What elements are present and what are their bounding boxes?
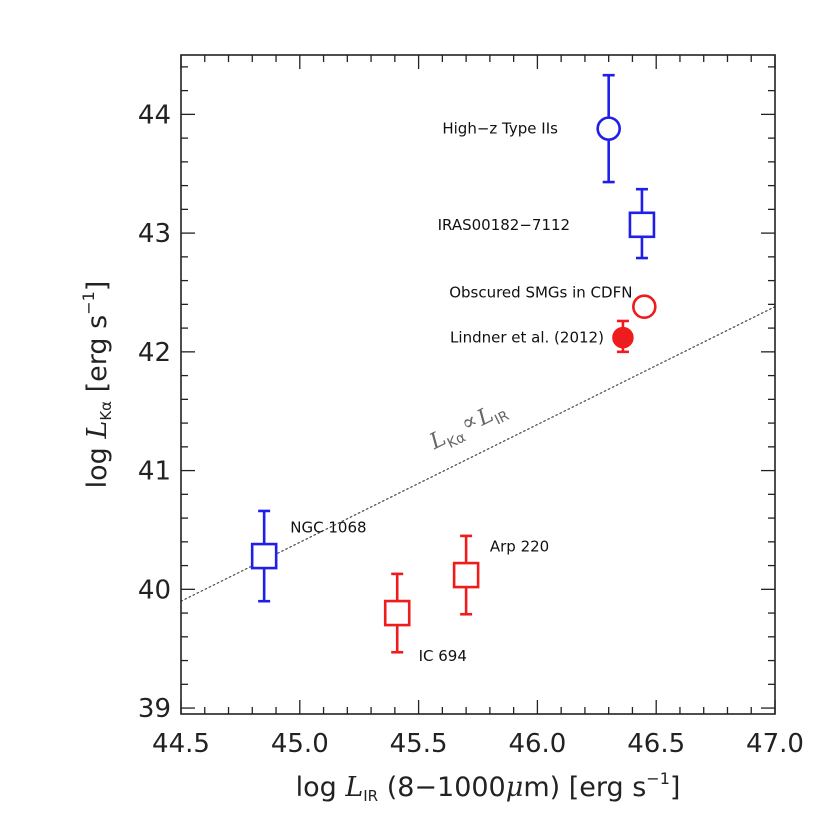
y-tick-label: 42 bbox=[138, 338, 171, 368]
trend-line-label: LKα∝LIR bbox=[424, 394, 512, 458]
tick-labels: 44.5 45.0 45.5 46.0 46.5 47.0 39 40 41 42 43 44 bbox=[138, 100, 804, 759]
point-label: IC 694 bbox=[419, 647, 467, 665]
marker-open-circle bbox=[632, 294, 657, 320]
x-tick-label: 45.0 bbox=[271, 729, 329, 759]
point-label: Lindner et al. (2012) bbox=[450, 329, 604, 347]
x-tick-label: 45.5 bbox=[390, 729, 448, 759]
point-obscured-smgs-in-cdfn: Obscured SMGs in CDFN bbox=[449, 283, 657, 320]
data-points: High−z Type IIs IRAS00182−7112 Obscured SM… bbox=[250, 73, 657, 665]
marker-open-circle bbox=[596, 116, 621, 141]
y-tick-label: 41 bbox=[138, 457, 171, 487]
x-tick-label: 46.5 bbox=[627, 729, 685, 759]
y-tick-label: 43 bbox=[138, 219, 171, 249]
x-tick-label: 44.5 bbox=[152, 729, 210, 759]
point-ic-694: IC 694 bbox=[383, 572, 467, 665]
marker-open-square bbox=[383, 599, 411, 627]
y-tick-label: 39 bbox=[138, 694, 171, 724]
x-tick-label: 47.0 bbox=[746, 729, 804, 759]
point-label: NGC 1068 bbox=[290, 519, 366, 537]
marker-open-square bbox=[452, 561, 480, 589]
tick-marks bbox=[180, 55, 776, 714]
y-axis-label: log LKα [erg s−1] bbox=[79, 281, 115, 489]
point-label: Arp 220 bbox=[490, 538, 549, 556]
point-label: IRAS00182−7112 bbox=[438, 216, 570, 234]
marker-open-square bbox=[250, 542, 278, 570]
plot-frame bbox=[180, 54, 776, 715]
y-tick-label: 40 bbox=[138, 575, 171, 605]
x-tick-label: 46.0 bbox=[508, 729, 566, 759]
point-arp-220: Arp 220 bbox=[452, 534, 549, 616]
point-lindner-et-al-2012: Lindner et al. (2012) bbox=[450, 319, 634, 354]
axis-labels: log LIR (8−1000μm) [erg s−1] log LKα [erg… bbox=[79, 281, 680, 805]
marker-open-square bbox=[628, 211, 656, 239]
point-label: Obscured SMGs in CDFN bbox=[449, 283, 632, 301]
point-label: High−z Type IIs bbox=[442, 120, 558, 138]
point-ngc-1068: NGC 1068 bbox=[250, 509, 367, 603]
marker-filled-circle bbox=[612, 326, 634, 349]
point-iras00182-7112: IRAS00182−7112 bbox=[438, 187, 656, 260]
x-axis-label: log LIR (8−1000μm) [erg s−1] bbox=[296, 769, 681, 805]
point-high-z-type-iis: High−z Type IIs bbox=[442, 73, 621, 184]
y-tick-label: 44 bbox=[138, 100, 171, 130]
